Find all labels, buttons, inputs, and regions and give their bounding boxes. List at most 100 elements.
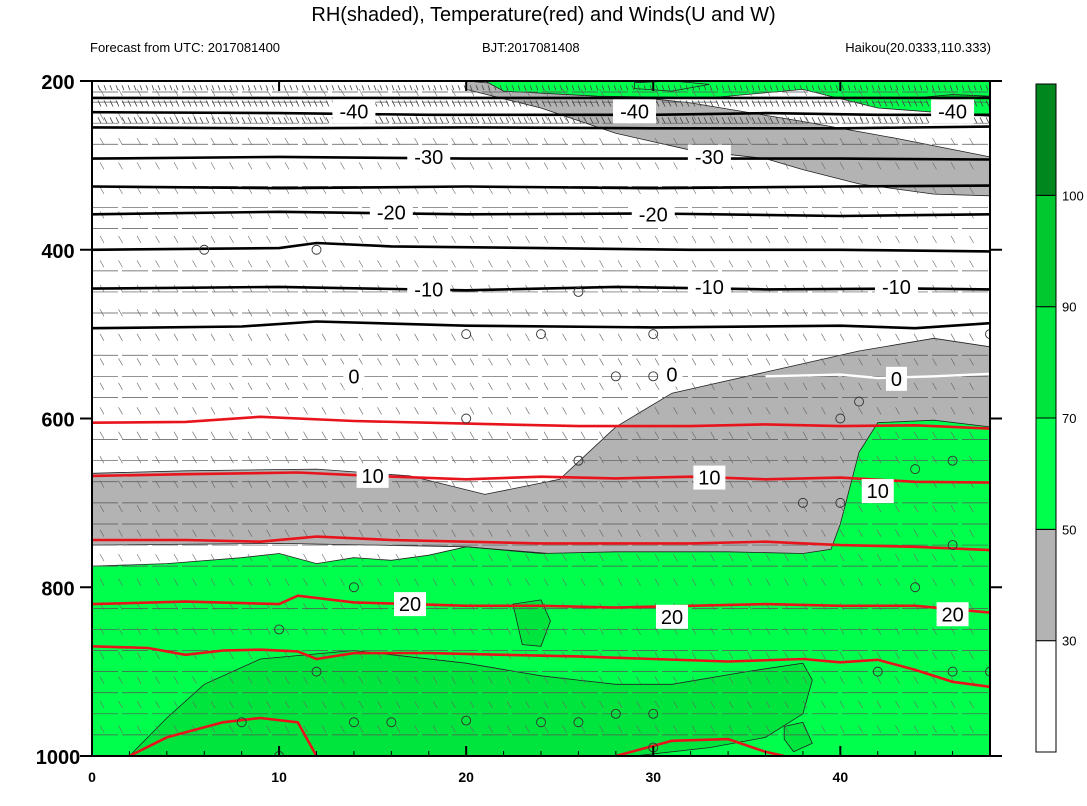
contour-label-text: -20: [377, 203, 406, 225]
y-tick-label: 200: [41, 72, 74, 94]
contour-label-box: [407, 144, 451, 169]
contour-label: -40: [332, 99, 376, 124]
temperature-contour: [92, 184, 990, 190]
calm-wind-marker: [648, 708, 659, 719]
calm-wind-marker: [274, 624, 285, 635]
temperature-contour-red: [92, 594, 990, 614]
contour-label-box: [931, 99, 975, 124]
calm-wind-marker: [536, 329, 546, 340]
calm-wind-marker: [872, 666, 883, 677]
temperature-contour: [92, 155, 990, 161]
contour-label-text: 0: [891, 369, 902, 391]
temperature-contour: [92, 241, 990, 253]
wind-barb-ticks: [99, 88, 974, 733]
contour-label-box: [687, 274, 731, 299]
contour-label-box: [693, 465, 726, 490]
calm-wind-marker: [985, 329, 990, 340]
wind-barbs: [99, 88, 974, 733]
colorbar: 30 50 70 90 100: [1035, 83, 1084, 753]
contour-label: 20: [394, 592, 427, 617]
contour-label: 0: [885, 366, 907, 391]
colorbar-swatch: [1035, 306, 1057, 419]
contour-label-box: [356, 463, 389, 488]
contour-label: 20: [936, 602, 969, 627]
calm-wind-marker: [854, 396, 864, 407]
contour-label-box: [885, 366, 907, 391]
colorbar-swatch: [1035, 194, 1057, 308]
contour-label: -10: [687, 274, 731, 299]
contour-label-box: [332, 99, 376, 124]
calm-wind-marker: [797, 497, 808, 508]
plot-area: -40 -40 -40 -30 -30 -20 -20 -10 -10 -10 0 0 0 10 10 10 2…: [92, 81, 990, 756]
contour-label-box: [936, 602, 969, 627]
contour-label-text: 20: [661, 607, 683, 629]
contour-label-box: [394, 592, 427, 617]
contour-label: -30: [407, 144, 451, 169]
calm-wind-marker: [835, 497, 846, 508]
temperature-contour-red: [92, 535, 990, 552]
contour-label-box: [687, 144, 731, 169]
calm-wind-marker: [348, 717, 359, 728]
upper-wind-hatch: [97, 85, 990, 124]
colorbar-label: 100: [1062, 188, 1084, 203]
contour-label-text: 10: [867, 481, 889, 503]
colorbar-swatch: [1035, 83, 1057, 196]
contour-label-text: 20: [941, 604, 963, 626]
calm-wind-marker: [573, 286, 584, 297]
contour-label: 20: [655, 604, 688, 629]
contour-label: -40: [931, 99, 975, 124]
temperature-contour-red: [128, 716, 318, 756]
temperature-contour-zero: [765, 372, 990, 380]
contour-label-text: -10: [882, 277, 911, 299]
calm-wind-marker: [199, 244, 210, 255]
contour-label-text: -10: [695, 277, 724, 299]
y-tick-label: 600: [41, 410, 74, 432]
contour-label-text: -30: [414, 147, 443, 169]
contour-label-box: [655, 604, 688, 629]
x-tick-label: 40: [833, 769, 849, 785]
rh-region: [128, 650, 813, 756]
contour-label-text: 0: [348, 366, 359, 388]
x-tick-label: 10: [271, 769, 287, 785]
calm-wind-marker: [573, 717, 584, 728]
contour-label: -20: [631, 202, 675, 227]
contour-label-text: 10: [362, 466, 384, 488]
calm-wind-marker: [985, 666, 990, 677]
contour-label: 0: [661, 362, 683, 387]
contour-label: 10: [861, 479, 894, 504]
calm-wind-marker: [648, 371, 659, 382]
contour-label-box: [369, 200, 413, 225]
contour-label-box: [343, 364, 365, 389]
contour-label-text: 10: [698, 468, 720, 490]
forecast-time-label: Forecast from UTC: 2017081400: [90, 40, 281, 55]
colorbar-swatch: [1035, 528, 1057, 642]
colorbar-label: 30: [1062, 634, 1076, 649]
contour-label-box: [407, 277, 451, 302]
contour-label: 10: [693, 465, 726, 490]
calm-wind-marker: [461, 715, 472, 726]
colorbar-swatch: [1035, 417, 1057, 530]
temperature-contour-red: [92, 645, 990, 689]
y-tick-label: 400: [41, 241, 74, 263]
calm-wind-marker: [610, 371, 621, 382]
contour-label: 0: [343, 364, 365, 389]
contour-label-box: [631, 202, 675, 227]
calm-wind-marker: [461, 329, 472, 340]
calm-wind-marker: [236, 717, 247, 728]
contour-label-box: [874, 274, 918, 299]
temperature-contour: [92, 125, 990, 130]
calm-wind-marker: [910, 464, 921, 475]
contour-label-box: [861, 479, 894, 504]
colorbar-label: 70: [1062, 411, 1076, 426]
contour-label: -10: [407, 277, 451, 302]
calm-wind-marker: [610, 708, 621, 719]
temperature-contour-red: [92, 415, 990, 430]
chart-title: RH(shaded), Temperature(red) and Winds(U…: [311, 4, 776, 26]
contour-label-text: -40: [938, 101, 967, 123]
x-tick-label: 0: [88, 769, 96, 785]
contour-label: 10: [356, 463, 389, 488]
calm-wind-marker: [461, 413, 472, 424]
contour-label: -20: [369, 200, 413, 225]
